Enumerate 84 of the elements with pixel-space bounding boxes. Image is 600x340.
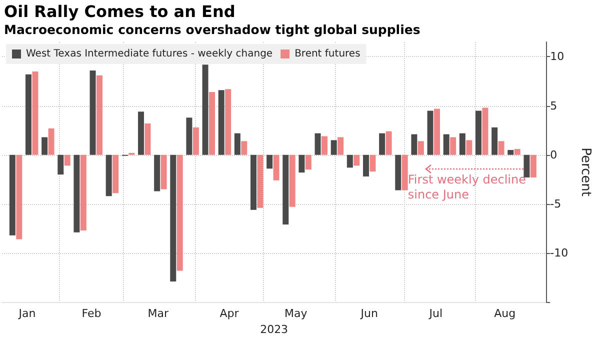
- bar: [106, 154, 112, 196]
- bar: [154, 154, 160, 192]
- bar: [508, 150, 514, 155]
- x-tick-label: Feb: [82, 307, 102, 320]
- bar: [298, 154, 305, 173]
- y-tick-label: 5: [550, 99, 558, 112]
- bar: [234, 133, 240, 155]
- x-tick-label: Apr: [220, 307, 240, 320]
- bar: [386, 131, 392, 155]
- y-tick-label: 10: [550, 50, 564, 64]
- bar: [411, 134, 418, 155]
- legend-label: West Texas Intermediate futures - weekly change: [26, 48, 273, 60]
- x-axis-title: 2023: [260, 323, 288, 336]
- bar: [434, 108, 440, 155]
- bar: [282, 154, 289, 225]
- x-tick-label: Jan: [18, 307, 36, 320]
- bar: [64, 154, 70, 166]
- bar: [475, 110, 482, 155]
- y-tick-label: -5: [550, 197, 562, 210]
- x-tick-label: Aug: [494, 307, 516, 320]
- bar: [514, 148, 520, 155]
- bar: [16, 154, 22, 240]
- bar: [32, 71, 38, 155]
- bar: [58, 154, 64, 175]
- bar: [48, 128, 54, 155]
- bar: [354, 154, 360, 166]
- bar: [192, 127, 199, 155]
- x-tick-label: May: [284, 307, 308, 320]
- bar: [395, 154, 402, 190]
- bar: [450, 137, 456, 155]
- chart-title: Oil Rally Comes to an End: [4, 2, 236, 21]
- bar: [330, 140, 337, 155]
- bar: [289, 154, 296, 207]
- bar: [144, 123, 151, 155]
- bar: [218, 90, 224, 155]
- bar: [418, 141, 424, 155]
- bar: [112, 154, 119, 194]
- y-tick-label: 0: [550, 148, 558, 162]
- bar: [379, 133, 386, 155]
- bar: [466, 140, 472, 155]
- bar: [186, 118, 192, 155]
- chart-subtitle: Macroeconomic concerns overshadow tight global supplies: [4, 22, 420, 37]
- bar: [96, 75, 102, 155]
- bar: [482, 108, 488, 155]
- bar: [402, 154, 408, 190]
- bar: [42, 137, 48, 155]
- bar: [176, 154, 183, 271]
- bar: [305, 154, 312, 170]
- bar: [225, 89, 232, 155]
- bar: [362, 154, 369, 176]
- bar: [459, 133, 466, 155]
- x-tick-label: Jun: [360, 307, 378, 320]
- bar: [80, 154, 86, 230]
- y-tick-label: -10: [550, 246, 568, 260]
- bar: [427, 110, 434, 155]
- x-tick-label: Jul: [428, 307, 443, 320]
- bar: [241, 141, 248, 155]
- bar: [9, 154, 16, 236]
- x-tick-label: Mar: [148, 307, 169, 320]
- annotation: First weekly decline since June: [408, 172, 526, 202]
- bar: [160, 154, 167, 190]
- y-axis-title: Percent: [578, 148, 593, 197]
- bar: [443, 134, 450, 155]
- bar: [273, 154, 280, 180]
- bar: [266, 154, 273, 169]
- bar: [250, 154, 256, 210]
- bar: [498, 141, 504, 155]
- bar: [338, 137, 344, 155]
- bar: [74, 154, 80, 232]
- bar: [170, 154, 176, 282]
- bar: [346, 154, 353, 168]
- bar: [492, 127, 498, 155]
- bar: [314, 133, 321, 155]
- bar: [321, 136, 328, 155]
- bar: [530, 154, 536, 178]
- bar: [524, 154, 530, 178]
- bar: [25, 74, 32, 155]
- bar: [202, 64, 208, 155]
- bar: [138, 112, 144, 155]
- legend-label: Brent futures: [294, 48, 360, 60]
- bar: [90, 70, 96, 155]
- bar: [208, 92, 215, 155]
- bar: [370, 154, 376, 172]
- bar: [257, 154, 264, 208]
